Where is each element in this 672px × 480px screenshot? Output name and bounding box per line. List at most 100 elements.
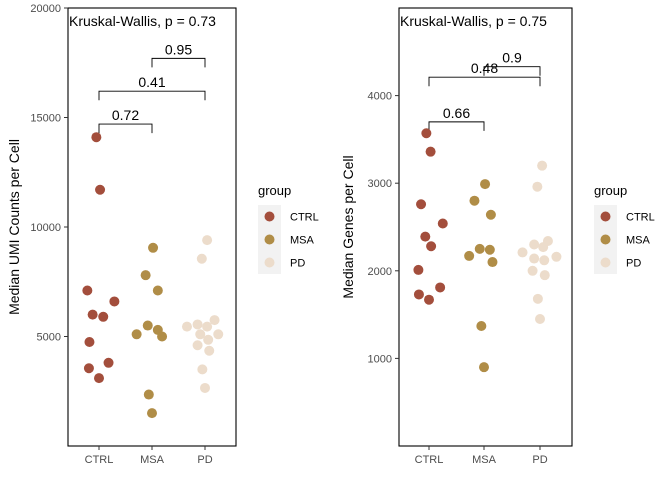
data-point-ctrl: [435, 282, 446, 293]
y-tick-label: 2000: [368, 266, 392, 278]
data-point-pd: [532, 293, 543, 304]
bracket-line: [98, 90, 206, 101]
data-point-ctrl: [98, 311, 109, 322]
data-point-pd: [532, 181, 543, 192]
p-value-label: 0.48: [471, 60, 498, 76]
legend-label: PD: [626, 258, 641, 270]
bracket-line: [98, 123, 153, 134]
data-point-msa: [474, 243, 485, 254]
p-value-label: 0.95: [165, 41, 192, 57]
data-point-ctrl: [437, 218, 448, 229]
p-value-label: 0.72: [112, 107, 139, 123]
y-axis-title: Median UMI Counts per Cell: [6, 139, 22, 315]
data-point-ctrl: [413, 264, 424, 275]
data-point-msa: [485, 209, 496, 220]
data-point-msa: [142, 320, 153, 331]
data-point-msa: [148, 242, 159, 253]
bracket-line: [428, 121, 485, 131]
data-point-msa: [157, 331, 168, 342]
x-tick-label: MSA: [140, 454, 165, 466]
data-point-pd: [192, 319, 203, 330]
data-point-ctrl: [420, 231, 431, 242]
data-point-pd: [529, 253, 540, 264]
chart-panel-1: 5000 10000 15000 20000 CTRL MSA PD Median UMI C…: [6, 3, 319, 466]
legend: group CTRL MSA PD: [258, 183, 319, 274]
data-point-pd: [204, 345, 215, 356]
x-tick-label: PD: [197, 454, 212, 466]
data-point-ctrl: [103, 357, 114, 368]
legend-title: group: [258, 183, 291, 198]
data-point-msa: [479, 362, 489, 373]
data-point-pd: [539, 255, 550, 266]
legend-key-pd: [264, 257, 275, 268]
data-point-pd: [529, 239, 540, 250]
data-point-pd: [202, 235, 213, 246]
data-point-pd: [200, 382, 210, 393]
data-point-pd: [181, 321, 192, 332]
legend-key-msa: [600, 234, 611, 245]
data-point-ctrl: [416, 199, 427, 210]
chart-panel-2: 1000 2000 3000 4000 CTRL MSA PD Median Genes pe…: [340, 7, 655, 466]
p-value-label: 0.9: [502, 50, 522, 66]
x-tick-label: CTRL: [415, 454, 444, 466]
legend-label: MSA: [626, 235, 651, 247]
data-point-msa: [143, 389, 154, 400]
legend-label: PD: [290, 258, 305, 270]
test-annotation: Kruskal-Wallis, p = 0.75: [400, 13, 547, 29]
comparison-bracket: 0.95: [151, 41, 206, 68]
x-tick-label: MSA: [472, 454, 497, 466]
data-point-pd: [537, 160, 548, 171]
data-point-pd: [551, 251, 562, 262]
y-tick-label: 5000: [37, 332, 61, 344]
data-point-pd: [195, 329, 206, 340]
data-point-pd: [197, 364, 208, 375]
data-point-msa: [464, 250, 475, 261]
data-point-pd: [203, 334, 214, 345]
x-tick-label: CTRL: [85, 454, 114, 466]
legend: group CTRL MSA PD: [594, 183, 655, 274]
data-point-pd: [527, 265, 538, 276]
data-point-ctrl: [83, 363, 94, 374]
p-value-label: 0.41: [138, 74, 165, 90]
legend-label: CTRL: [626, 212, 655, 224]
legend-key-pd: [600, 257, 611, 268]
data-point-pd: [539, 270, 550, 281]
comparison-bracket: 0.72: [98, 107, 153, 134]
data-point-pd: [202, 321, 213, 332]
legend-title: group: [594, 183, 627, 198]
legend-key-msa: [264, 234, 275, 245]
bracket-line: [428, 76, 541, 87]
data-point-pd: [213, 329, 224, 340]
data-point-msa: [487, 257, 498, 268]
legend-label: MSA: [290, 235, 315, 247]
data-point-msa: [147, 408, 157, 419]
comparison-bracket: 0.41: [98, 74, 206, 101]
y-axis-title: Median Genes per Cell: [340, 155, 356, 298]
data-point-ctrl: [95, 184, 106, 195]
bracket-line: [483, 66, 541, 76]
data-point-msa: [131, 329, 142, 340]
data-point-ctrl: [426, 241, 437, 252]
data-point-pd: [192, 340, 203, 351]
data-point-ctrl: [109, 296, 120, 307]
data-point-ctrl: [413, 289, 424, 300]
data-point-ctrl: [424, 294, 434, 305]
data-point-ctrl: [421, 128, 432, 139]
legend-label: CTRL: [290, 212, 319, 224]
data-point-pd: [209, 315, 220, 326]
comparison-bracket: 0.9: [483, 50, 541, 76]
y-tick-label: 15000: [30, 113, 61, 125]
data-point-msa: [476, 320, 487, 331]
data-point-pd: [535, 313, 545, 324]
p-value-label: 0.66: [443, 105, 470, 121]
y-tick-label: 1000: [368, 353, 392, 365]
data-point-pd: [196, 253, 207, 264]
data-point-msa: [484, 244, 495, 255]
data-point-msa: [480, 179, 491, 190]
y-tick-label: 3000: [368, 178, 392, 190]
comparison-bracket: 0.66: [428, 105, 485, 131]
x-tick-label: PD: [532, 454, 547, 466]
data-point-msa: [469, 195, 480, 206]
data-point-pd: [517, 247, 528, 258]
